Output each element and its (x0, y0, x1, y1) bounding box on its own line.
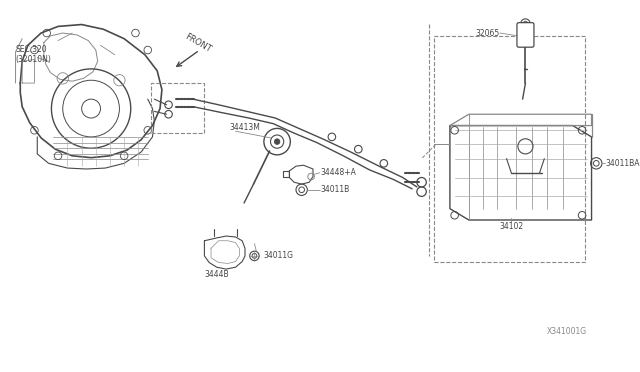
Text: X341001G: X341001G (547, 327, 587, 336)
Text: 34011B: 34011B (321, 185, 350, 194)
Text: 34448+A: 34448+A (321, 168, 356, 177)
Text: 34102: 34102 (499, 222, 524, 231)
Text: 34011BA: 34011BA (605, 159, 640, 168)
Text: 34011G: 34011G (264, 251, 294, 260)
Bar (434, 36, 585, 263)
Text: 34413M: 34413M (230, 123, 260, 132)
Text: FRONT: FRONT (183, 32, 212, 55)
Text: 3444B: 3444B (204, 270, 229, 279)
FancyBboxPatch shape (517, 23, 534, 47)
Circle shape (275, 139, 280, 144)
Text: SEC.320
(32010N): SEC.320 (32010N) (15, 45, 51, 64)
Text: 32065: 32065 (476, 29, 500, 38)
